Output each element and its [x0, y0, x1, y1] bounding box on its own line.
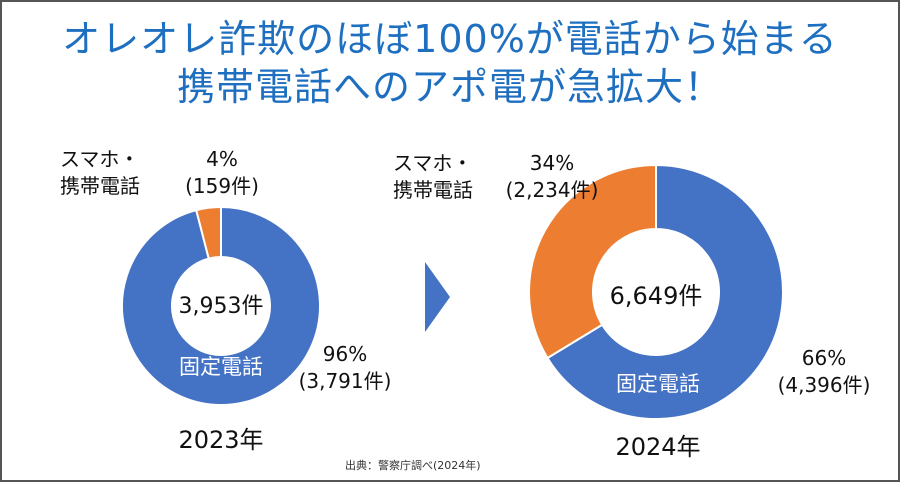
source-note: 出典：警察庁調べ(2024年)	[345, 459, 481, 472]
total-2023: 3,953件	[179, 294, 264, 319]
mobile-label-2024-line2: 携帯電話	[393, 178, 473, 202]
mobile-slice-2024	[528, 163, 657, 360]
mobile-label-2023-line1: スマホ・	[60, 147, 139, 171]
landline-slice-2023	[121, 205, 322, 406]
mobile-percent-2023: 4%	[206, 147, 238, 171]
mobile-slice-2023	[195, 205, 222, 260]
landline-label-2024: 固定電話	[616, 372, 700, 396]
mobile-count-2024: (2,234件)	[506, 178, 599, 202]
title-line-1: オレオレ詐欺のほぼ100%が電話から始まる	[62, 17, 838, 61]
donut-2023	[121, 205, 322, 406]
mobile-percent-2024: 34%	[530, 151, 574, 175]
landline-percent-2024: 66%	[802, 346, 846, 370]
year-label-2024: 2024年	[615, 433, 700, 461]
landline-label-2023: 固定電話	[179, 355, 263, 379]
mobile-label-2023-line2: 携帯電話	[60, 174, 140, 198]
donut-2024	[528, 163, 784, 420]
total-2024: 6,649件	[610, 282, 703, 310]
year-label-2023: 2023年	[178, 426, 263, 454]
landline-percent-2023: 96%	[323, 342, 367, 366]
arrow-icon	[425, 262, 450, 332]
landline-slice-2024	[546, 163, 784, 420]
landline-count-2024: (4,396件)	[778, 373, 871, 397]
mobile-label-2024-line1: スマホ・	[393, 151, 472, 175]
landline-count-2023: (3,791件)	[299, 369, 392, 393]
mobile-count-2023: (159件)	[185, 174, 259, 198]
title-line-2: 携帯電話へのアポ電が急拡大！	[176, 65, 723, 109]
